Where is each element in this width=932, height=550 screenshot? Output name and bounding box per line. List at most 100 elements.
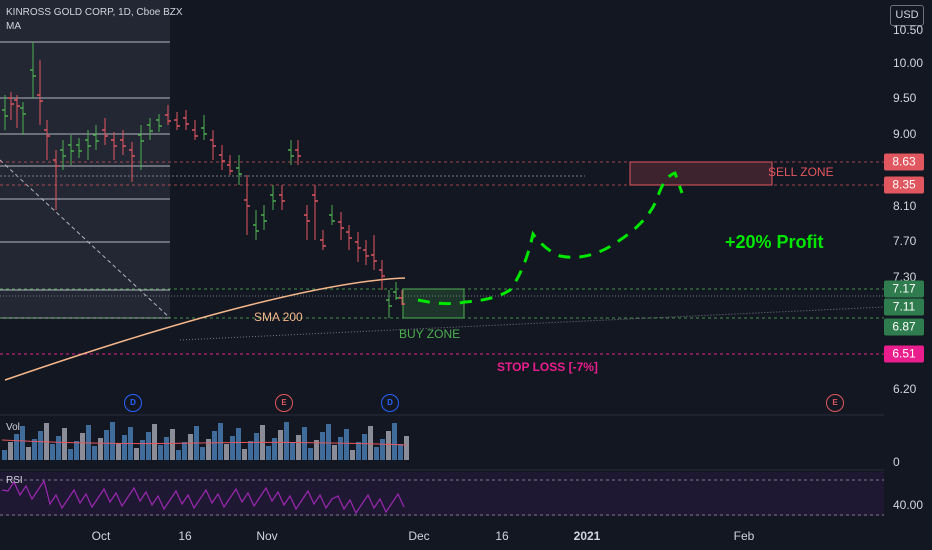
buy-zone-box (402, 288, 465, 319)
volume-bar (218, 423, 223, 460)
rsi-axis-label: 40.00 (893, 498, 924, 512)
price-axis-label: 9.00 (893, 127, 917, 141)
volume-bar (374, 447, 379, 460)
rsi-pane-label[interactable]: RSI (6, 475, 23, 486)
volume-bar (56, 436, 61, 460)
volume-bar (362, 434, 367, 460)
volume-bar (14, 434, 19, 460)
range-highlight-box (0, 0, 170, 318)
stop-loss-tag: 6.51 (884, 345, 924, 363)
buy-zone-top-tag: 7.17 (884, 280, 924, 298)
volume-bar (398, 444, 403, 460)
dividend-marker[interactable]: D (124, 394, 142, 412)
price-axis-label: 7.70 (893, 234, 917, 248)
stop-loss-label: STOP LOSS [-7%] (497, 360, 598, 374)
volume-bar (224, 444, 229, 460)
earnings-marker[interactable]: E (275, 394, 293, 412)
buy-zone-bottom-tag: 6.87 (884, 318, 924, 336)
volume-bar (176, 450, 181, 460)
volume-bar (80, 433, 85, 460)
currency-button[interactable]: USD (890, 5, 924, 26)
volume-bar (134, 448, 139, 460)
volume-bar (344, 429, 349, 460)
volume-bar (380, 439, 385, 460)
volume-bar (50, 444, 55, 460)
volume-bar (2, 450, 7, 460)
volume-bar (122, 435, 127, 460)
chart-header: KINROSS GOLD CORP, 1D, Cboe BZX MA (6, 6, 183, 34)
time-axis-label: Oct (91, 529, 111, 543)
time-axis-label: 16 (178, 529, 192, 543)
volume-pane-label[interactable]: Vol (6, 422, 20, 433)
earnings-marker[interactable]: E (826, 394, 844, 412)
volume-bar (386, 431, 391, 460)
volume-bar (302, 427, 307, 460)
volume-bar (140, 440, 145, 460)
volume-bar (236, 428, 241, 460)
volume-bar (38, 431, 43, 460)
volume-bar (86, 425, 91, 460)
volume-bar (308, 448, 313, 460)
rsi-background (0, 472, 884, 516)
volume-bar (20, 426, 25, 460)
volume-bar (314, 440, 319, 460)
volume-bar (158, 445, 163, 460)
time-axis-label: Dec (408, 529, 430, 543)
volume-bar (170, 429, 175, 460)
symbol-title: KINROSS GOLD CORP, 1D, Cboe BZX (6, 7, 183, 18)
volume-bar (356, 442, 361, 460)
price-axis-label: 10.00 (893, 56, 924, 70)
volume-bar (266, 446, 271, 460)
volume-bar (284, 422, 289, 460)
price-axis-label: 6.20 (893, 382, 917, 396)
time-axis-label: Nov (256, 529, 278, 543)
volume-bar (68, 449, 73, 460)
volume-bar (164, 437, 169, 460)
volume-bar (350, 450, 355, 460)
volume-bar (392, 423, 397, 460)
volume-bar (104, 430, 109, 460)
volume-bar (110, 422, 115, 460)
price-axis-label: 8.10 (893, 199, 917, 213)
sma-line (4, 277, 406, 381)
time-axis-label: 2021 (573, 529, 601, 543)
profit-label: +20% Profit (725, 232, 824, 252)
volume-bar (152, 424, 157, 460)
volume-bar (146, 432, 151, 460)
volume-bar (26, 447, 31, 460)
volume-bar (338, 437, 343, 460)
volume-bar (200, 447, 205, 460)
volume-bar (296, 435, 301, 460)
volume-bar (290, 443, 295, 460)
volume-bar (32, 439, 37, 460)
price-axis-label: 10.50 (893, 23, 924, 37)
volume-bar (8, 442, 13, 460)
sell-zone-top-tag: 8.63 (884, 153, 924, 171)
volume-bar (332, 445, 337, 460)
volume-bar (98, 438, 103, 460)
volume-bar (74, 441, 79, 460)
volume-bar (92, 446, 97, 460)
sma-label: SMA 200 (254, 310, 303, 324)
volume-bar (188, 434, 193, 460)
volume-bar (242, 449, 247, 460)
sell-zone-bottom-tag: 8.35 (884, 176, 924, 194)
volume-bar (278, 430, 283, 460)
volume-bar (206, 439, 211, 460)
volume-bar (116, 443, 121, 460)
rsi-line (1, 479, 405, 515)
volume-bar (368, 426, 373, 460)
trend-line (179, 306, 885, 341)
volume-bar (254, 433, 259, 460)
indicator-label[interactable]: MA (6, 21, 21, 32)
projection-path (417, 171, 684, 306)
volume-bar (230, 436, 235, 460)
volume-axis-label: 0 (893, 455, 900, 469)
dividend-marker[interactable]: D (381, 394, 399, 412)
volume-bar (248, 441, 253, 460)
volume-bar (272, 438, 277, 460)
volume-bar (404, 436, 409, 460)
volume-bar (212, 431, 217, 460)
last-price-tag: 7.11 (884, 298, 924, 316)
